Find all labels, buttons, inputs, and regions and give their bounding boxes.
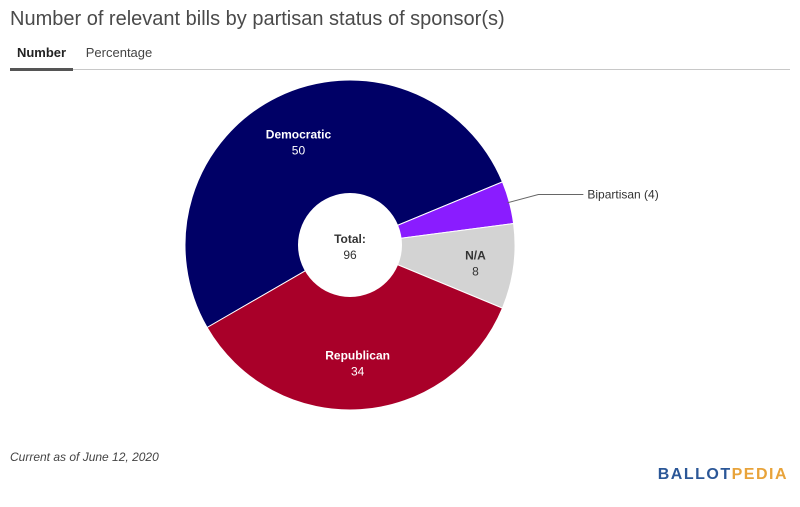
callout-line-bipartisan — [507, 194, 584, 204]
slice-value-n-a: 8 — [472, 265, 479, 279]
tab-number[interactable]: Number — [10, 38, 73, 71]
donut-hole — [298, 193, 402, 297]
ballotpedia-logo[interactable]: BALLOTPEDIA — [658, 466, 788, 484]
slice-value-republican: 34 — [351, 364, 365, 378]
slice-label-republican: Republican — [325, 348, 390, 362]
slice-label-bipartisan: Bipartisan (4) — [587, 188, 658, 202]
labels-group: Democratic 50 Bipartisan (4) N/A 8 Republican… — [266, 128, 659, 379]
logo-part-ballot: BALLOT — [657, 466, 732, 483]
center-total-value: 96 — [343, 248, 357, 262]
chart-title: Number of relevant bills by partisan sta… — [10, 8, 505, 30]
tab-percentage[interactable]: Percentage — [85, 45, 153, 60]
logo-part-pedia: PEDIA — [731, 466, 788, 483]
slice-label-democratic: Democratic — [266, 128, 332, 142]
center-total-label: Total: — [334, 232, 366, 246]
slices-group — [184, 79, 516, 411]
slice-value-democratic: 50 — [292, 144, 306, 158]
view-tabs: Number Percentage — [10, 38, 790, 71]
slice-republican[interactable] — [206, 244, 504, 411]
slice-label-n-a: N/A — [465, 249, 486, 263]
footnote: Current as of June 12, 2020 — [10, 450, 159, 464]
